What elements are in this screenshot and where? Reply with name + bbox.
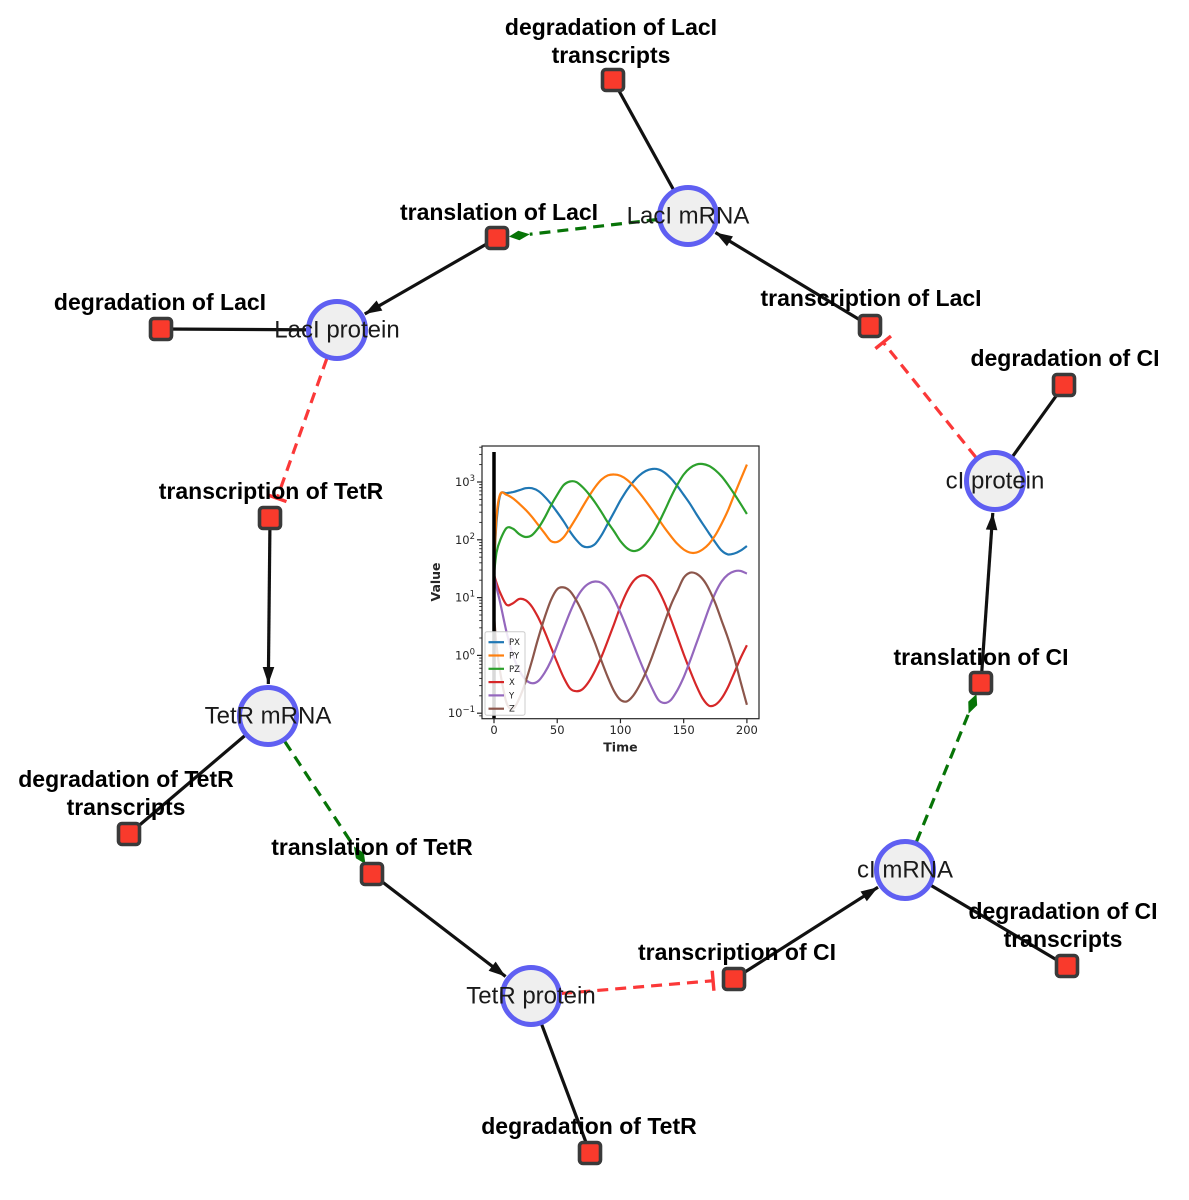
x-tick-label: 150 [673,723,695,737]
reaction-node-deg_tetr [577,1140,603,1166]
series-X [492,574,748,708]
reaction-node-translation_ci [968,670,994,696]
translation_tetr-label: translation of TetR [271,834,473,860]
x-tick-label: 50 [550,723,565,737]
edge-translation_laci-laci_protein [363,236,498,316]
tetr_mrna-label: TetR mRNA [205,703,332,730]
plot-legend: PX PY PZ XYZ [484,631,526,716]
plot-frame-bg [427,436,773,766]
species-node-ci_protein [964,450,1026,512]
series-PZ [492,462,748,575]
species-node-ci_mrna [874,839,936,901]
edge-ci_mrna-translation_ci [915,712,971,843]
tetr_protein-label: TetR protein [466,983,595,1010]
reaction-node-deg_ci [1051,372,1077,398]
edge-laci_protein-transcription_tetr [275,358,329,499]
deg_ci_tx-label: degradation of CI [968,898,1157,924]
arrowhead [860,887,879,902]
legend-label-PX: PX [509,638,520,648]
inhibitor-tbar [267,493,288,504]
edge-tetr_mrna-translation_tetr [283,740,356,848]
legend-label-X: X [509,678,515,688]
legend-label-PZ: PZ [509,665,520,675]
x-axis-label: Time [603,740,637,755]
deg_tetr_tx-label: degradation of TetR [18,766,234,792]
translation_ci-label: translation of CI [893,644,1068,670]
y-axis-label: Value [428,562,443,601]
modifier-arrowhead [353,846,366,864]
legend-label-Z: Z [509,705,515,715]
edge-ci_protein-transcription_laci [881,341,978,459]
laci_mrna-label: LacI mRNA [627,203,750,230]
reaction-node-deg_laci_tx [600,67,626,93]
series-Z [492,571,748,711]
deg_tetr-label: degradation of TetR [481,1113,697,1139]
deg_ci_tx-label: transcripts [1004,926,1123,952]
arrowheads-layer [262,230,998,991]
transcription_ci-label: transcription of CI [638,939,836,965]
legend-label-Y: Y [508,691,515,701]
deg_laci_tx-label: transcripts [552,42,671,68]
modifier-arrowhead [508,230,530,241]
ci_mrna-label: cI mRNA [857,857,953,884]
reaction-node-transcription_laci [857,313,883,339]
reaction-node-deg_laci [148,316,174,342]
edge-transcription_laci-laci_mrna [714,231,871,328]
reaction-node-translation_laci [484,225,510,251]
reaction-node-transcription_tetr [257,505,283,531]
labels-layer: degradation of LacItranscriptstranslatio… [18,14,1159,1139]
reaction-node-deg_ci_tx [1054,953,1080,979]
species-node-laci_mrna [657,185,719,247]
inhibitor-tbar [874,334,893,350]
modifier-arrowhead [968,694,978,714]
edge-translation_tetr-tetr_protein [371,872,507,978]
edge-transcription_tetr-tetr_mrna [266,517,272,685]
series-Y [492,569,748,705]
legend-label-PY: PY [509,652,520,662]
x-tick-label: 200 [736,723,758,737]
species-node-laci_protein [306,299,368,361]
edge-laci_mrna-translation_laci [529,217,658,236]
arrowhead [262,666,275,685]
arrowhead [488,961,506,977]
transcription_laci-label: transcription of LacI [760,285,981,311]
edges-layer [127,79,1068,1154]
x-tick-label: 100 [609,723,631,737]
reaction-node-translation_tetr [359,861,385,887]
ci_protein-label: cI protein [946,468,1045,495]
deg_tetr_tx-label: transcripts [67,794,186,820]
arrowhead [715,232,733,247]
deg_ci-label: degradation of CI [970,345,1159,371]
edge-translation_ci-ci_protein [979,512,995,684]
x-tick-label: 0 [490,723,497,737]
series-PX [492,467,748,571]
reaction-node-deg_tetr_tx [116,821,142,847]
edge-tetr_protein-transcription_ci [561,979,714,996]
reaction-node-transcription_ci [721,966,747,992]
nodes-layer [116,67,1080,1166]
arrowhead [364,300,383,315]
transcription_tetr-label: transcription of TetR [159,478,384,504]
laci_protein-label: LacI protein [274,317,399,344]
species-node-tetr_mrna [237,685,299,747]
plot-background [427,436,773,766]
deg_laci_tx-label: degradation of LacI [505,14,717,40]
deg_laci-label: degradation of LacI [54,289,266,315]
edge-ci_mrna-deg_ci_tx [904,868,1068,968]
translation_laci-label: translation of LacI [400,199,598,225]
species-node-tetr_protein [500,965,562,1027]
arrowhead [985,512,998,531]
inhibitor-tbar [710,970,716,991]
series-PY [492,464,748,571]
edge-transcription_ci-ci_mrna [733,885,879,981]
